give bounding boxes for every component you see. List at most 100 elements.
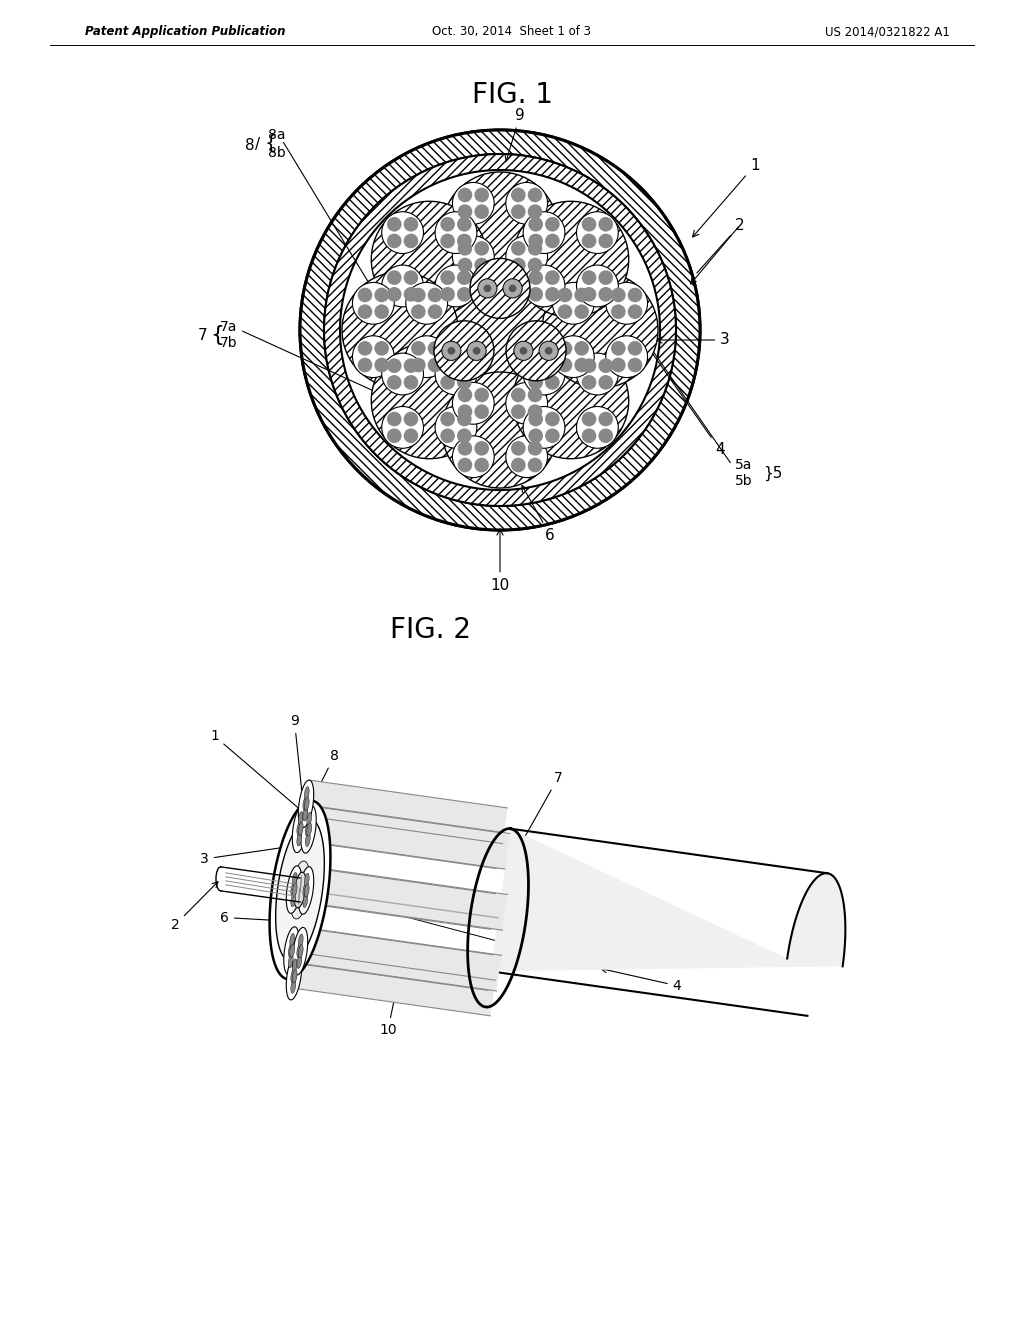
Circle shape: [467, 341, 486, 360]
Circle shape: [552, 335, 594, 378]
Polygon shape: [291, 979, 296, 993]
Circle shape: [513, 343, 629, 459]
Polygon shape: [297, 945, 302, 958]
Circle shape: [523, 211, 565, 253]
Polygon shape: [301, 805, 316, 853]
Text: 4: 4: [601, 968, 681, 993]
Circle shape: [598, 271, 613, 285]
Circle shape: [511, 404, 525, 418]
Circle shape: [577, 407, 618, 449]
Circle shape: [628, 341, 642, 355]
Circle shape: [458, 458, 472, 473]
Text: 7a: 7a: [220, 319, 238, 334]
Circle shape: [628, 288, 642, 302]
Polygon shape: [291, 969, 296, 982]
Circle shape: [428, 305, 442, 319]
Circle shape: [428, 341, 442, 355]
Circle shape: [523, 407, 565, 449]
Circle shape: [527, 205, 543, 219]
Circle shape: [387, 216, 401, 231]
Circle shape: [582, 271, 596, 285]
Text: 3: 3: [656, 333, 730, 347]
Polygon shape: [269, 801, 331, 979]
Polygon shape: [303, 808, 307, 821]
Circle shape: [387, 234, 401, 248]
Circle shape: [545, 347, 553, 355]
Circle shape: [387, 358, 401, 374]
Text: 7b: 7b: [220, 337, 238, 350]
Circle shape: [523, 354, 565, 395]
Circle shape: [458, 257, 472, 272]
Circle shape: [528, 412, 543, 426]
Circle shape: [382, 265, 424, 306]
Circle shape: [403, 271, 418, 285]
Text: 6: 6: [220, 911, 291, 924]
Circle shape: [574, 305, 589, 319]
Circle shape: [558, 341, 572, 355]
Circle shape: [387, 375, 401, 389]
Circle shape: [411, 341, 426, 355]
Polygon shape: [303, 883, 307, 898]
Polygon shape: [298, 805, 502, 869]
Circle shape: [582, 412, 596, 426]
Text: 10: 10: [490, 529, 510, 593]
Polygon shape: [303, 797, 307, 810]
Circle shape: [458, 187, 472, 202]
Polygon shape: [307, 822, 311, 836]
Circle shape: [440, 234, 455, 248]
Circle shape: [442, 372, 558, 488]
Circle shape: [403, 286, 418, 302]
Text: 5b: 5b: [735, 474, 753, 488]
Circle shape: [528, 286, 543, 302]
Text: FIG. 2: FIG. 2: [389, 616, 470, 644]
Circle shape: [577, 211, 618, 253]
Polygon shape: [290, 933, 295, 946]
Circle shape: [457, 429, 472, 444]
Circle shape: [527, 458, 543, 473]
Circle shape: [582, 358, 596, 374]
Circle shape: [372, 201, 487, 317]
Circle shape: [440, 358, 455, 374]
Polygon shape: [284, 927, 299, 974]
Text: }5: }5: [763, 466, 782, 480]
Polygon shape: [298, 945, 303, 958]
Circle shape: [375, 341, 389, 355]
Polygon shape: [298, 867, 313, 915]
Polygon shape: [292, 873, 297, 886]
Text: 5: 5: [539, 941, 547, 954]
Circle shape: [527, 242, 543, 256]
Circle shape: [375, 305, 389, 319]
Circle shape: [598, 429, 613, 444]
Polygon shape: [307, 805, 510, 869]
Circle shape: [473, 347, 480, 355]
Circle shape: [611, 288, 626, 302]
Circle shape: [528, 271, 543, 285]
Text: 8b: 8b: [268, 147, 286, 160]
Circle shape: [447, 347, 456, 355]
Polygon shape: [304, 884, 309, 898]
Text: {: {: [210, 325, 224, 345]
Text: {: {: [265, 133, 278, 153]
Circle shape: [478, 279, 497, 298]
Circle shape: [406, 282, 447, 325]
Text: 5a: 5a: [519, 937, 535, 950]
Circle shape: [382, 211, 424, 253]
Circle shape: [457, 286, 472, 302]
Polygon shape: [297, 956, 302, 969]
Circle shape: [458, 388, 472, 403]
Polygon shape: [300, 875, 302, 892]
Polygon shape: [304, 797, 309, 810]
Circle shape: [387, 412, 401, 426]
Text: 5a: 5a: [735, 458, 753, 473]
Circle shape: [470, 259, 530, 318]
Circle shape: [598, 234, 613, 248]
Circle shape: [440, 429, 455, 444]
Circle shape: [545, 234, 560, 248]
Circle shape: [606, 282, 647, 325]
Circle shape: [435, 265, 477, 306]
Circle shape: [528, 375, 543, 389]
Circle shape: [545, 429, 560, 444]
Text: US 2014/0321822 A1: US 2014/0321822 A1: [825, 25, 950, 38]
Circle shape: [453, 182, 495, 224]
Circle shape: [411, 305, 426, 319]
